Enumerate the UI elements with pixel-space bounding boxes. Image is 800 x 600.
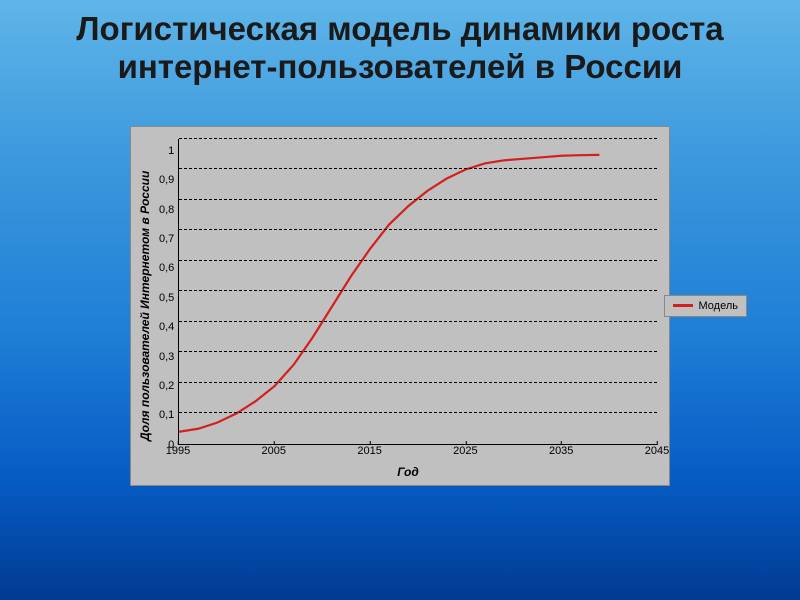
x-tick-label: 2015 xyxy=(357,445,381,457)
y-tick-label: 0,9 xyxy=(159,174,174,186)
legend-swatch xyxy=(673,304,693,307)
legend-label: Модель xyxy=(699,300,738,312)
y-axis-title: Доля пользователей Интернетом в России xyxy=(131,127,159,485)
chart-container: Доля пользователей Интернетом в России 1… xyxy=(130,126,670,486)
x-tick-label: 2045 xyxy=(645,445,669,457)
x-tick-label: 2005 xyxy=(262,445,286,457)
x-axis-title: Год xyxy=(159,461,657,479)
y-tick-label: 0,7 xyxy=(159,233,174,245)
x-tick-label: 2025 xyxy=(453,445,477,457)
y-tick-label: 0,2 xyxy=(159,380,174,392)
x-tick-label: 1995 xyxy=(166,445,190,457)
slide-title: Логистическая модель динамики роста инте… xyxy=(0,0,800,86)
line-curve xyxy=(179,139,657,444)
y-tick-label: 0,1 xyxy=(159,409,174,421)
y-tick-label: 0,3 xyxy=(159,351,174,363)
plot-area xyxy=(178,139,657,445)
y-tick-label: 0,4 xyxy=(159,321,174,333)
y-tick-label: 0,6 xyxy=(159,262,174,274)
y-tick-label: 1 xyxy=(168,145,174,157)
x-axis-ticks: 199520052015202520352045 xyxy=(178,445,657,461)
y-tick-label: 0,8 xyxy=(159,204,174,216)
y-tick-label: 0,5 xyxy=(159,292,174,304)
chart-legend: Модель xyxy=(664,295,747,317)
y-axis-ticks: 10,90,80,70,60,50,40,30,20,10 xyxy=(159,139,178,445)
x-tick-label: 2035 xyxy=(549,445,573,457)
